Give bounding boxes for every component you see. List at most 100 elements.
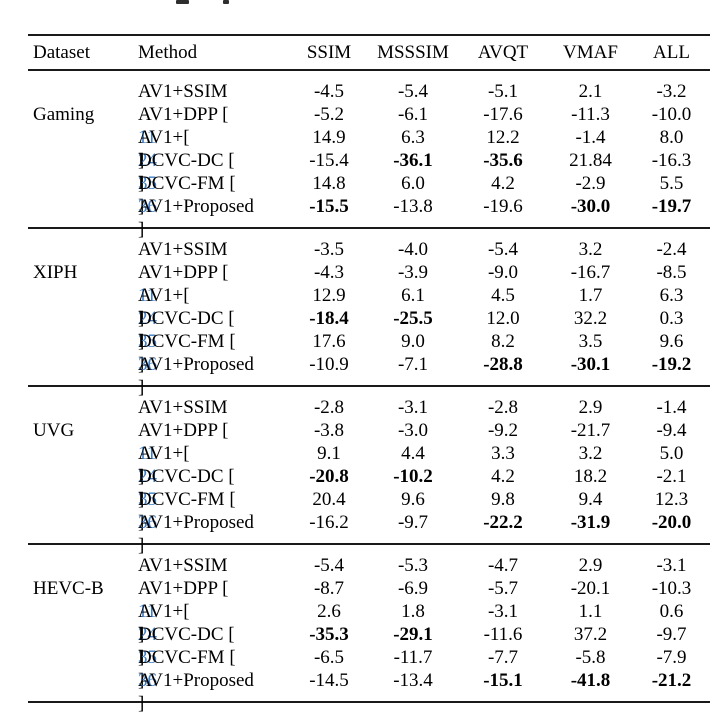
- value-cell: 4.2: [491, 466, 515, 487]
- table-header-row: Dataset Method SSIM MSSSIM AVQT VMAF ALL: [28, 36, 710, 71]
- method-label: DCVC-FM [36]: [138, 646, 290, 715]
- citation-link[interactable]: 24: [138, 308, 157, 329]
- value-cell: 2.1: [578, 81, 603, 102]
- value-cell: 17.6: [312, 331, 346, 352]
- method-label: DCVC-FM [36]: [138, 488, 290, 557]
- method-label: AV1+DPP [11]: [138, 103, 290, 172]
- table-row: AV1+[24] 2.6 1.8 -3.1 1.1 0.6: [28, 600, 710, 668]
- value-cell: -13.4: [393, 670, 433, 691]
- value-cell: 12.9: [312, 285, 346, 306]
- table-section-hevc-b: AV1+SSIM -5.4 -5.3 -4.7 2.9 -3.1 HEVC-B AV1+DPP…: [28, 545, 710, 714]
- value-cell: -4.3: [313, 262, 345, 283]
- citation-link[interactable]: 35: [138, 489, 157, 510]
- dataset-label: HEVC-B: [33, 578, 104, 599]
- value-cell: 12.0: [486, 308, 520, 329]
- citation-link[interactable]: 11: [138, 285, 157, 306]
- citation-link[interactable]: 36: [138, 354, 157, 375]
- value-cell: 21.84: [569, 150, 612, 171]
- method-label: DCVC-FM [36]: [138, 172, 290, 241]
- table-row: AV1+Proposed -16.2 -9.7 -22.2 -31.9 -20.0: [28, 511, 710, 534]
- table-row: AV1+SSIM -5.4 -5.3 -4.7 2.9 -3.1: [28, 554, 710, 577]
- value-cell: -3.1: [487, 601, 519, 622]
- citation-link[interactable]: 11: [138, 443, 157, 464]
- method-label: AV1+Proposed: [138, 512, 254, 533]
- table-row: XIPH AV1+DPP [11] -4.3 -3.9 -9.0 -16.7 -8.5: [28, 261, 710, 329]
- citation-link[interactable]: 11: [138, 601, 157, 622]
- value-cell: -11.7: [393, 647, 433, 668]
- table-row: DCVC-DC [35] -18.4 -25.5 12.0 32.2 0.3: [28, 307, 710, 375]
- method-label: DCVC-DC [35]: [138, 149, 290, 218]
- column-header-avqt: AVQT: [477, 41, 529, 63]
- value-cell: 4.2: [491, 173, 515, 194]
- value-cell: 18.2: [573, 466, 608, 487]
- value-cell: -4.7: [487, 555, 519, 576]
- table-row: AV1+SSIM -3.5 -4.0 -5.4 3.2 -2.4: [28, 238, 710, 261]
- method-label: AV1+Proposed: [138, 196, 254, 217]
- value-cell: 14.9: [312, 127, 346, 148]
- method-label: AV1+Proposed: [138, 354, 254, 375]
- method-label: AV1+Proposed: [138, 670, 254, 691]
- value-cell: 8.0: [659, 127, 684, 148]
- method-label: AV1+SSIM: [138, 555, 228, 576]
- value-cell: -5.8: [575, 647, 606, 668]
- value-cell: -36.1: [393, 150, 433, 171]
- method-label: AV1+DPP [11]: [138, 419, 290, 488]
- value-cell: -9.2: [487, 420, 519, 441]
- value-cell: -1.4: [656, 397, 687, 418]
- citation-link[interactable]: 36: [138, 512, 157, 533]
- value-cell: -21.7: [570, 420, 611, 441]
- table-row: AV1+SSIM -2.8 -3.1 -2.8 2.9 -1.4: [28, 396, 710, 419]
- value-cell: -5.1: [487, 81, 519, 102]
- value-cell: -4.0: [397, 239, 429, 260]
- value-cell: -6.5: [313, 647, 345, 668]
- value-cell: 6.3: [401, 127, 425, 148]
- method-label: DCVC-FM [36]: [138, 330, 290, 399]
- value-cell: 1.7: [578, 285, 603, 306]
- value-cell: -5.4: [487, 239, 519, 260]
- table-row: AV1+SSIM -4.5 -5.4 -5.1 2.1 -3.2: [28, 80, 710, 103]
- value-cell: -31.9: [570, 512, 611, 533]
- value-cell: 2.9: [578, 397, 603, 418]
- value-cell: -11.3: [571, 104, 610, 125]
- dataset-label: UVG: [33, 420, 75, 441]
- table-row: AV1+[24] 9.1 4.4 3.3 3.2 5.0: [28, 442, 710, 510]
- method-label: AV1+[24]: [138, 284, 290, 353]
- value-cell: -15.4: [309, 150, 349, 171]
- citation-link[interactable]: 35: [138, 173, 157, 194]
- table-section-xiph: AV1+SSIM -3.5 -4.0 -5.4 3.2 -2.4 XIPH AV1+DPP […: [28, 229, 710, 398]
- citation-link[interactable]: 11: [138, 127, 157, 148]
- value-cell: -9.7: [397, 512, 429, 533]
- citation-link[interactable]: 35: [138, 331, 157, 352]
- value-cell: -5.4: [313, 555, 345, 576]
- table-section-gaming: AV1+SSIM -4.5 -5.4 -5.1 2.1 -3.2 Gaming AV1+DPP…: [28, 71, 710, 240]
- value-cell: -19.2: [651, 354, 692, 375]
- value-cell: 9.6: [659, 331, 684, 352]
- value-cell: 5.5: [659, 173, 684, 194]
- value-cell: -19.7: [651, 196, 692, 217]
- value-cell: -29.1: [393, 624, 433, 645]
- dataset-label: [28, 238, 138, 261]
- value-cell: -16.7: [570, 262, 611, 283]
- method-label: AV1+SSIM: [138, 81, 228, 102]
- method-label: AV1+SSIM: [138, 397, 228, 418]
- citation-link[interactable]: 24: [138, 150, 157, 171]
- value-cell: -16.3: [651, 150, 692, 171]
- citation-link[interactable]: 24: [138, 624, 157, 645]
- citation-link[interactable]: 24: [138, 466, 157, 487]
- column-header-all: ALL: [653, 41, 690, 63]
- citation-link[interactable]: 36: [138, 670, 157, 691]
- dataset-label: XIPH: [33, 262, 78, 283]
- table-row: DCVC-DC [35] -15.4 -36.1 -35.6 21.84 -16.3: [28, 149, 710, 217]
- citation-link[interactable]: 36: [138, 196, 157, 217]
- table-row: AV1+Proposed -14.5 -13.4 -15.1 -41.8 -21.2: [28, 669, 710, 692]
- dataset-label: [28, 554, 138, 577]
- value-cell: -3.2: [656, 81, 687, 102]
- dataset-label: [28, 669, 138, 692]
- value-cell: 9.6: [401, 489, 425, 510]
- dataset-label: [28, 80, 138, 103]
- value-cell: -15.5: [309, 196, 349, 217]
- citation-link[interactable]: 35: [138, 647, 157, 668]
- table-row: DCVC-FM [36] 20.4 9.6 9.8 9.4 12.3: [28, 488, 710, 556]
- value-cell: -21.2: [651, 670, 692, 691]
- value-cell: -15.1: [483, 670, 523, 691]
